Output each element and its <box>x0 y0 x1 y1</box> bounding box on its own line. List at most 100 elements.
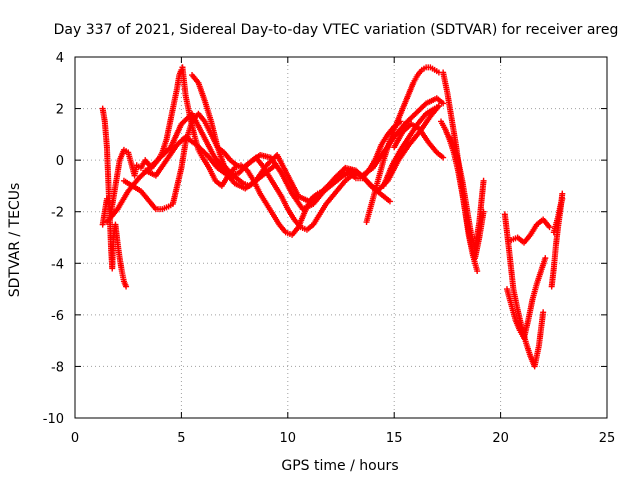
data-point-fill <box>145 196 152 203</box>
data-series-6 <box>142 102 442 213</box>
data-point-fill <box>128 162 135 169</box>
y-tick-label: 0 <box>56 154 64 169</box>
data-point-fill <box>232 161 239 168</box>
data-point-fill <box>118 266 125 273</box>
data-point-fill <box>526 233 533 240</box>
data-point-fill <box>541 256 548 263</box>
data-point-fill <box>122 281 129 288</box>
data-point-fill <box>270 163 277 170</box>
data-point-fill <box>545 222 552 229</box>
data-point-fill <box>226 168 233 175</box>
data-point-fill <box>371 190 378 197</box>
data-point-fill <box>340 179 347 186</box>
data-point-fill <box>438 153 445 160</box>
data-series-16 <box>508 216 553 246</box>
data-point-fill <box>347 173 354 180</box>
x-tick-label: 10 <box>280 431 297 446</box>
data-point-fill <box>554 215 561 222</box>
chart-title: Day 337 of 2021, Sidereal Day-to-day VTE… <box>54 22 619 38</box>
x-axis-label: GPS time / hours <box>281 458 398 474</box>
plot-frame <box>74 56 608 419</box>
data-point-fill <box>526 351 533 358</box>
data-point-fill <box>169 107 176 114</box>
y-axis-label: SDTVAR / TECUs <box>7 183 23 298</box>
data-point-fill <box>288 188 295 195</box>
data-point-fill <box>537 269 544 276</box>
data-point-fill <box>385 197 392 204</box>
data-point-fill <box>270 181 277 188</box>
data-point-fill <box>275 219 282 226</box>
data-point-fill <box>308 222 315 229</box>
data-point-fill <box>251 179 258 186</box>
data-series-9 <box>380 102 442 189</box>
data-points <box>99 64 566 370</box>
data-point-fill <box>433 104 440 111</box>
data-point-fill <box>173 184 180 191</box>
data-point-fill <box>426 114 433 121</box>
data-point-fill <box>120 276 127 283</box>
data-point-fill <box>432 147 439 154</box>
data-point-fill <box>438 99 445 106</box>
data-point-fill <box>201 96 208 103</box>
data-point-fill <box>377 143 384 150</box>
x-tick-label: 25 <box>599 431 616 446</box>
data-point-fill <box>392 122 399 129</box>
data-point-fill <box>367 205 374 212</box>
data-point-fill <box>296 222 303 229</box>
data-point-fill <box>322 202 329 209</box>
data-point-fill <box>262 199 269 206</box>
data-point-fill <box>388 133 395 140</box>
data-point-fill <box>405 135 412 142</box>
data-point-fill <box>200 116 207 123</box>
data-series-10 <box>391 121 447 161</box>
data-point-fill <box>268 209 275 216</box>
data-point-fill <box>123 148 130 155</box>
data-point-fill <box>420 65 427 72</box>
data-point-fill <box>163 204 170 211</box>
data-point-fill <box>539 311 546 318</box>
data-point-fill <box>177 166 184 173</box>
data-point-fill <box>417 68 424 75</box>
data-point-fill <box>522 338 529 345</box>
data-point-fill <box>378 191 385 198</box>
y-tick-label: -4 <box>51 257 64 272</box>
data-point-fill <box>454 155 461 162</box>
data-point-fill <box>182 140 189 147</box>
data-point-fill <box>257 173 264 180</box>
y-tick-label: 2 <box>56 103 64 118</box>
data-point-fill <box>351 167 358 174</box>
data-point-fill <box>552 223 559 230</box>
data-series-14 <box>501 211 547 370</box>
data-point-fill <box>396 148 403 155</box>
data-point-fill <box>264 168 271 175</box>
data-point-fill <box>433 68 440 75</box>
data-point-fill <box>277 168 284 175</box>
data-point-fill <box>532 223 539 230</box>
data-point-fill <box>398 130 405 137</box>
axis-ticks: 0 5 10 15 20 25 -10 -8 -6 -4 -2 0 2 4 <box>43 51 616 446</box>
data-point-fill <box>424 137 431 144</box>
data-point-fill <box>480 179 487 186</box>
data-series-15 <box>503 255 549 342</box>
data-point-fill <box>401 102 408 109</box>
data-point-fill <box>328 194 335 201</box>
data-point-fill <box>116 158 123 165</box>
data-point-fill <box>511 315 518 322</box>
data-point-fill <box>167 202 174 209</box>
data-point-fill <box>558 197 565 204</box>
data-point-fill <box>190 129 197 136</box>
data-point-fill <box>524 318 531 325</box>
data-point-fill <box>232 173 239 180</box>
data-point-fill <box>220 160 227 167</box>
data-point-fill <box>205 163 211 170</box>
y-tick-label: -8 <box>51 360 64 375</box>
data-point-fill <box>194 78 201 85</box>
data-point-fill <box>375 174 382 181</box>
data-point-fill <box>198 129 205 136</box>
x-tick-label: 20 <box>492 431 509 446</box>
data-series-13 <box>446 133 487 251</box>
x-tick-label: 15 <box>386 431 403 446</box>
data-point-fill <box>162 158 169 165</box>
x-tick-label: 5 <box>177 431 185 446</box>
